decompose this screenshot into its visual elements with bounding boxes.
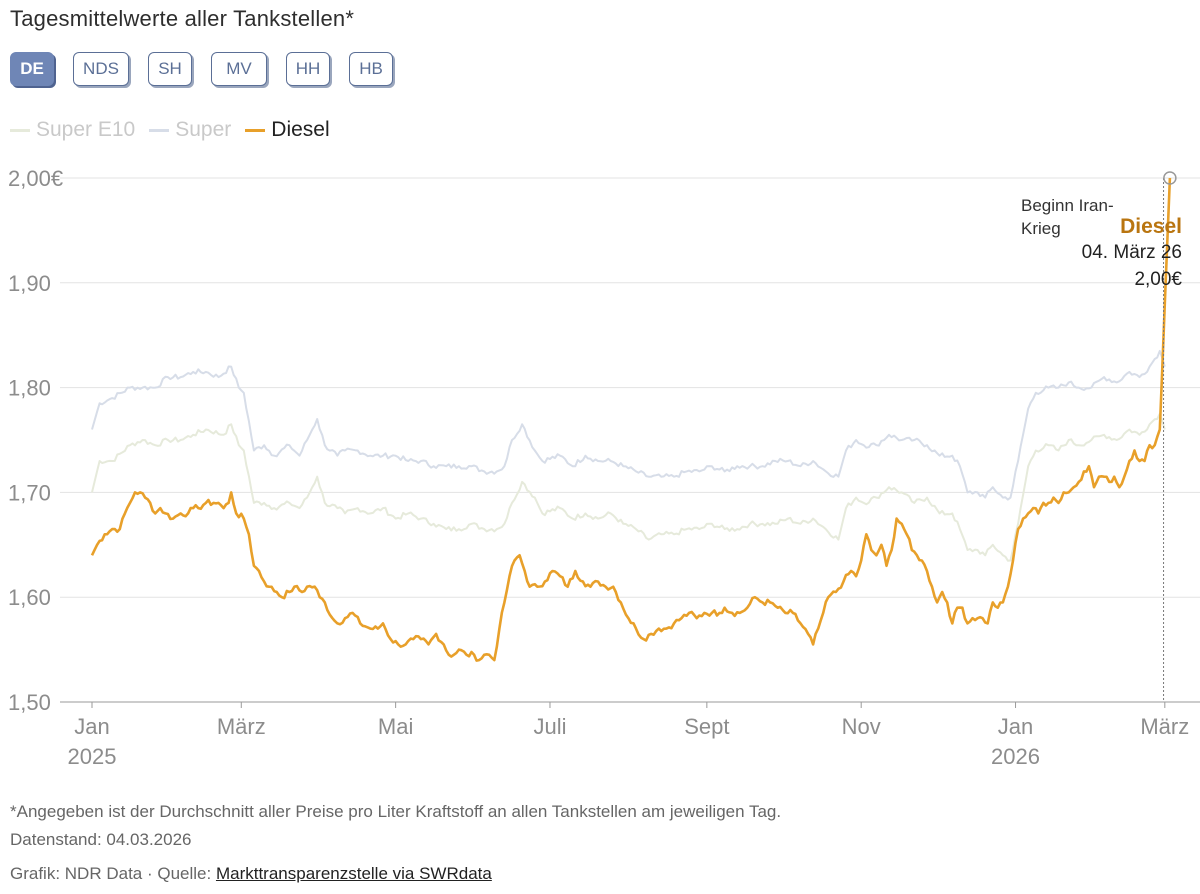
region-button-hb[interactable]: HB bbox=[349, 52, 393, 86]
tooltip-value: 2,00€ bbox=[1134, 269, 1182, 290]
legend-item-diesel[interactable]: Diesel bbox=[245, 118, 330, 142]
event-label: Krieg bbox=[1021, 219, 1061, 238]
legend-label: Diesel bbox=[271, 118, 330, 141]
legend: Super E10 Super Diesel bbox=[10, 118, 330, 142]
source-link[interactable]: Markttransparenzstelle via SWRdata bbox=[215, 864, 492, 883]
x-tick-label: Jan bbox=[74, 714, 109, 739]
region-button-nds[interactable]: NDS bbox=[73, 52, 129, 86]
legend-label: Super bbox=[175, 118, 232, 141]
y-tick-label: 2,00€ bbox=[8, 166, 63, 191]
x-tick-year-label: 2025 bbox=[68, 744, 117, 769]
y-tick-label: 1,90 bbox=[8, 271, 51, 296]
tooltip-date: 04. März 26 bbox=[1082, 242, 1182, 263]
highlight-point bbox=[1163, 171, 1177, 185]
y-tick-label: 1,70 bbox=[8, 480, 51, 505]
x-tick-label: Jan bbox=[998, 714, 1033, 739]
legend-item-super-e10[interactable]: Super E10 bbox=[10, 118, 135, 142]
series-line-super bbox=[91, 349, 1166, 501]
x-tick-label: Juli bbox=[533, 714, 566, 739]
series-line-diesel bbox=[90, 177, 1172, 662]
y-tick-label: 1,50 bbox=[8, 690, 51, 715]
region-button-sh[interactable]: SH bbox=[148, 52, 192, 86]
price-line-chart[interactable]: 1,50 1,60 1,70 1,80 1,90 2,00€ Jan 2025 März Mai J… bbox=[0, 160, 1200, 780]
legend-label: Super E10 bbox=[36, 118, 136, 141]
x-tick-label: März bbox=[1140, 714, 1189, 739]
x-tick-label: Mai bbox=[378, 714, 413, 739]
event-label: Beginn Iran- bbox=[1021, 196, 1114, 215]
legend-swatch-super bbox=[149, 128, 170, 132]
x-tick-label: Nov bbox=[842, 714, 881, 739]
tooltip-series: Diesel bbox=[1120, 215, 1182, 238]
y-tick-label: 1,80 bbox=[8, 376, 51, 401]
credit-prefix: Grafik: NDR Data · Quelle: bbox=[10, 864, 216, 883]
data-date: Datenstand: 04.03.2026 bbox=[10, 830, 192, 849]
region-button-de[interactable]: DE bbox=[10, 52, 54, 86]
legend-swatch-super-e10 bbox=[10, 128, 30, 132]
legend-swatch-diesel bbox=[245, 128, 266, 132]
y-tick-label: 1,60 bbox=[8, 585, 51, 610]
credit-line: Grafik: NDR Data · Quelle: Markttranspar… bbox=[10, 864, 492, 884]
series-line-super-e10 bbox=[91, 412, 1166, 562]
region-button-hh[interactable]: HH bbox=[286, 52, 330, 86]
x-tick-year-label: 2026 bbox=[991, 744, 1040, 769]
region-button-mv[interactable]: MV bbox=[211, 52, 267, 86]
chart-title: Tagesmittelwerte aller Tankstellen* bbox=[10, 6, 355, 31]
region-selector: DE NDS SH MV HH HB bbox=[10, 52, 393, 86]
legend-item-super[interactable]: Super bbox=[149, 118, 231, 142]
x-tick-label: März bbox=[217, 714, 266, 739]
footnote: *Angegeben ist der Durchschnitt aller Pr… bbox=[10, 802, 782, 821]
x-tick-label: Sept bbox=[684, 714, 729, 739]
